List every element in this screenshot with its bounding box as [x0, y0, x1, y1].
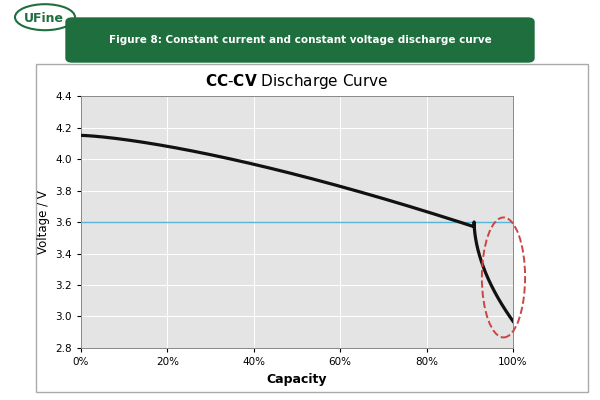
Y-axis label: Voltage / V: Voltage / V — [37, 190, 50, 254]
Text: Figure 8: Constant current and constant voltage discharge curve: Figure 8: Constant current and constant … — [109, 35, 491, 45]
Title: $\bf{CC}$-$\bf{CV}$ Discharge Curve: $\bf{CC}$-$\bf{CV}$ Discharge Curve — [205, 72, 389, 91]
Y-axis label: Current / C: Current / C — [544, 190, 557, 254]
X-axis label: Capacity: Capacity — [267, 372, 327, 386]
Text: UFine: UFine — [24, 12, 64, 24]
